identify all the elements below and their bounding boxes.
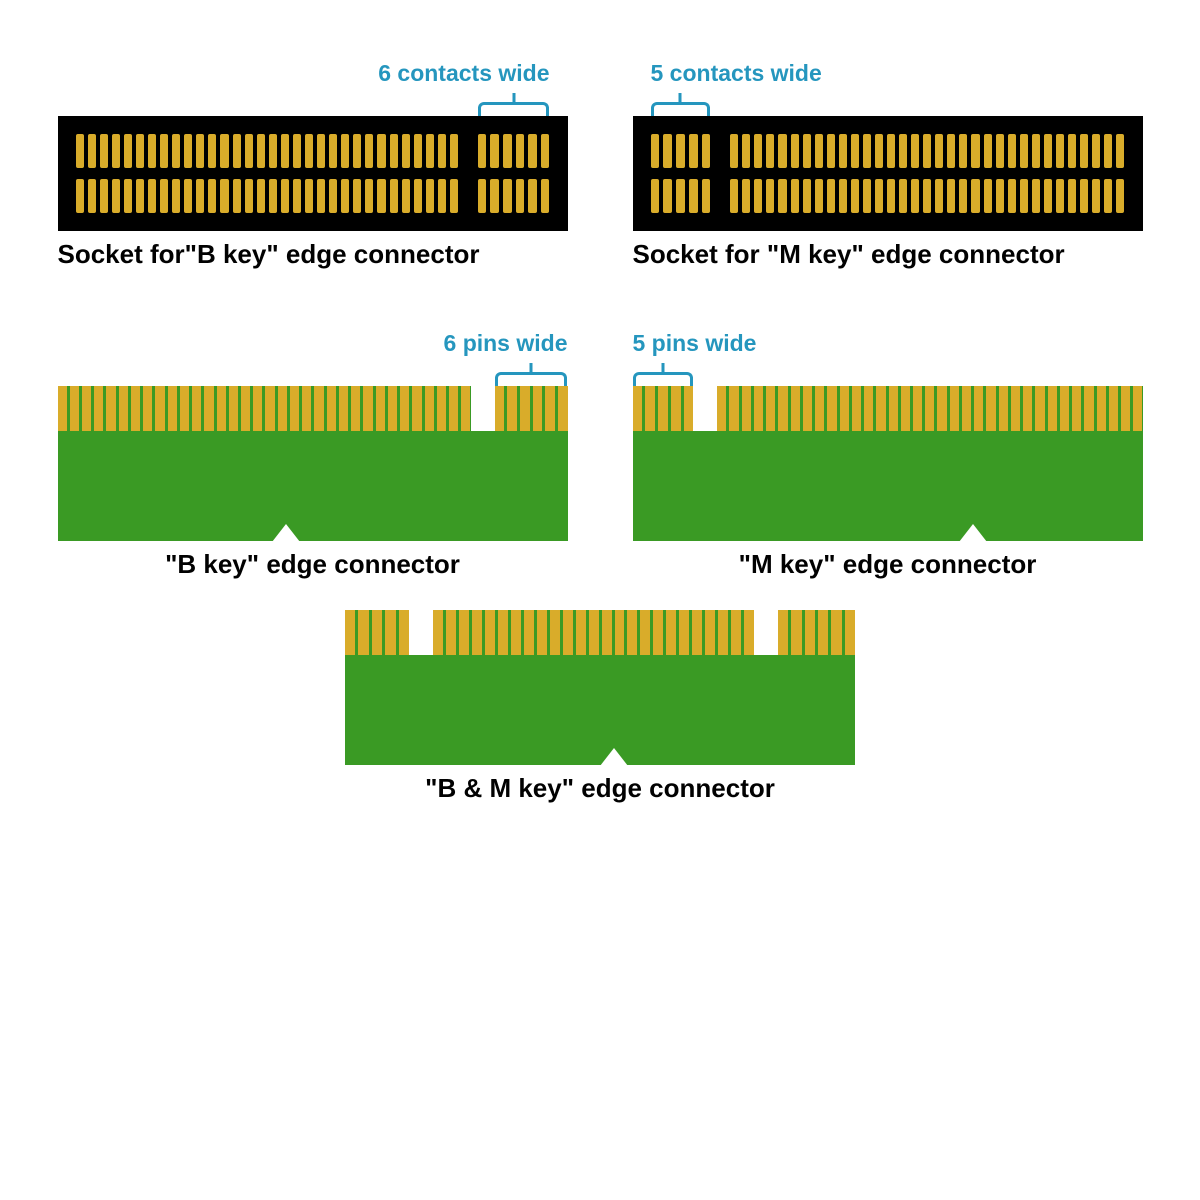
connector-b-bracket	[495, 372, 568, 386]
connector-m-col: 5 pins wide "M key" edge connector	[625, 330, 1150, 580]
socket-b-bracket	[478, 102, 550, 116]
connector-bm-col: "B & M key" edge connector	[50, 610, 1150, 804]
connector-m-bracket	[633, 372, 694, 386]
connector-b-annotation-wrap: 6 pins wide	[58, 330, 568, 386]
diagram-canvas: 6 contacts wide Socket for"B key" edge c…	[0, 0, 1200, 1200]
socket-m-col: 5 contacts wide Socket for "M key" edge …	[625, 60, 1150, 270]
connector-m-body	[633, 431, 1143, 541]
connector-m	[633, 386, 1143, 541]
connector-m-annotation: 5 pins wide	[633, 330, 757, 357]
connector-b-col: 6 pins wide "B key" edge connector	[50, 330, 575, 580]
connector-b-label: "B key" edge connector	[58, 549, 568, 580]
connector-bm	[345, 610, 855, 765]
socket-b-annotation-wrap: 6 contacts wide	[58, 60, 568, 116]
socket-b	[58, 116, 568, 231]
socket-m-annotation-wrap: 5 contacts wide	[633, 60, 1143, 116]
socket-m-annotation: 5 contacts wide	[651, 60, 822, 87]
connector-b-notch	[272, 524, 300, 542]
connector-bm-notch	[600, 748, 628, 766]
socket-b-col: 6 contacts wide Socket for"B key" edge c…	[50, 60, 575, 270]
connector-m-notch	[959, 524, 987, 542]
connector-m-annotation-wrap: 5 pins wide	[633, 330, 1143, 386]
socket-m-bracket	[651, 102, 711, 116]
connector-bm-label: "B & M key" edge connector	[345, 773, 855, 804]
socket-m	[633, 116, 1143, 231]
socket-b-annotation: 6 contacts wide	[378, 60, 549, 87]
sockets-row: 6 contacts wide Socket for"B key" edge c…	[50, 60, 1150, 270]
connector-b-annotation: 6 pins wide	[444, 330, 568, 357]
connector-b	[58, 386, 568, 541]
socket-b-label: Socket for"B key" edge connector	[58, 239, 568, 270]
connector-b-body	[58, 431, 568, 541]
connector-m-label: "M key" edge connector	[633, 549, 1143, 580]
connectors-row: 6 pins wide "B key" edge connector 5 pin…	[50, 330, 1150, 580]
socket-m-label: Socket for "M key" edge connector	[633, 239, 1143, 270]
